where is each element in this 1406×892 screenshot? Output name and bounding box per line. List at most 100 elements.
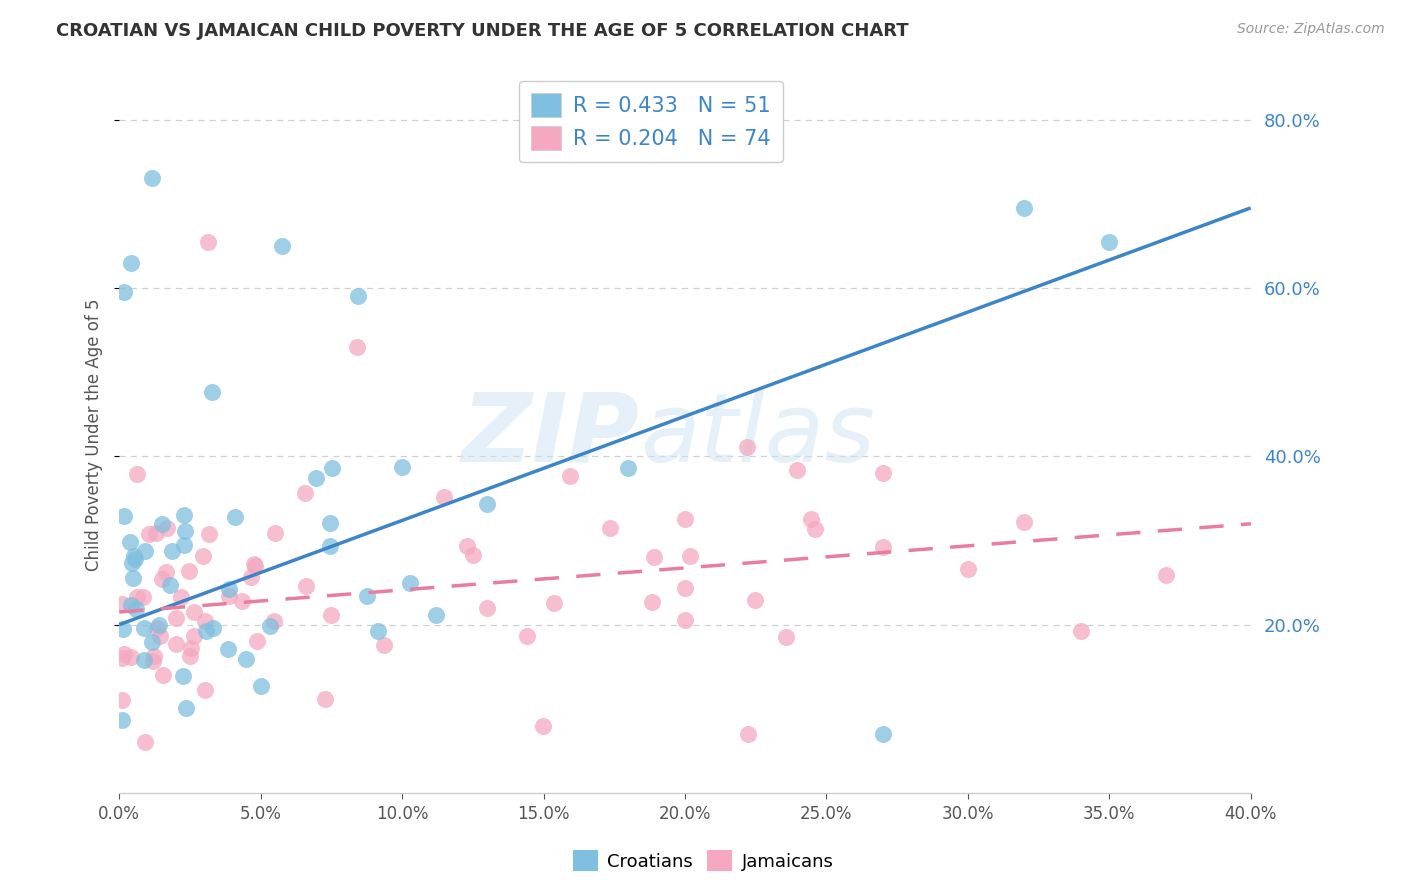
Point (737, 727, 759, 741)
Point (240, 570, 263, 584)
Point (399, 576, 422, 591)
Point (224, 510, 246, 524)
Point (125, 601, 148, 615)
Point (132, 590, 155, 604)
Point (194, 682, 217, 697)
Point (679, 549, 702, 563)
Point (318, 516, 340, 530)
Text: CROATIAN VS JAMAICAN CHILD POVERTY UNDER THE AGE OF 5 CORRELATION CHART: CROATIAN VS JAMAICAN CHILD POVERTY UNDER… (56, 22, 908, 40)
Point (259, 618, 281, 632)
Point (218, 582, 240, 596)
Point (179, 564, 201, 578)
Point (217, 641, 239, 656)
Point (346, 288, 368, 302)
Point (111, 651, 134, 665)
Point (956, 562, 979, 576)
Point (543, 596, 565, 610)
Point (132, 621, 155, 635)
Point (243, 559, 266, 574)
Legend: Croatians, Jamaicans: Croatians, Jamaicans (565, 843, 841, 879)
Point (120, 650, 142, 665)
Point (195, 624, 218, 638)
Point (356, 590, 378, 604)
Point (246, 634, 269, 648)
Point (735, 441, 758, 455)
Point (456, 539, 478, 553)
Point (160, 544, 183, 558)
Point (112, 647, 135, 661)
Point (173, 538, 195, 552)
Point (391, 460, 413, 475)
Point (159, 577, 181, 591)
Point (197, 235, 219, 249)
Point (346, 340, 368, 354)
Point (218, 589, 240, 603)
Point (198, 527, 221, 541)
Point (872, 467, 894, 481)
Point (1070, 624, 1092, 639)
Point (243, 558, 266, 572)
Point (148, 617, 170, 632)
Point (120, 255, 142, 269)
Point (599, 521, 621, 535)
Point (141, 171, 163, 186)
Point (132, 653, 155, 667)
Point (155, 565, 177, 579)
Point (183, 606, 205, 620)
Point (1098, 235, 1121, 249)
Text: Source: ZipAtlas.com: Source: ZipAtlas.com (1237, 22, 1385, 37)
Point (673, 613, 696, 627)
Point (111, 693, 134, 707)
Point (165, 611, 187, 625)
Point (531, 718, 554, 732)
Point (744, 592, 766, 607)
Point (775, 630, 797, 644)
Point (617, 460, 640, 475)
Point (150, 573, 173, 587)
Point (373, 638, 395, 652)
Y-axis label: Child Poverty Under the Age of 5: Child Poverty Under the Age of 5 (86, 299, 103, 572)
Point (143, 648, 166, 663)
Point (673, 512, 696, 526)
Point (231, 594, 253, 608)
Point (1154, 568, 1177, 582)
Point (172, 668, 194, 682)
Point (111, 713, 134, 727)
Point (149, 629, 172, 643)
Point (170, 590, 193, 604)
Point (146, 621, 169, 635)
Point (124, 552, 146, 566)
Point (235, 652, 257, 666)
Point (516, 629, 538, 643)
Point (118, 535, 141, 549)
Point (872, 727, 894, 741)
Point (270, 239, 292, 253)
Point (321, 461, 343, 475)
Point (1014, 202, 1036, 216)
Point (141, 635, 163, 649)
Point (145, 525, 167, 540)
Point (305, 470, 328, 484)
Point (111, 622, 134, 636)
Point (120, 598, 142, 612)
Point (193, 549, 215, 563)
Point (264, 526, 287, 541)
Legend: R = 0.433   N = 51, R = 0.204   N = 74: R = 0.433 N = 51, R = 0.204 N = 74 (519, 80, 783, 162)
Point (156, 521, 179, 535)
Point (321, 608, 343, 623)
Point (134, 735, 156, 749)
Point (295, 579, 318, 593)
Point (111, 598, 134, 612)
Point (180, 641, 202, 656)
Point (294, 485, 316, 500)
Point (432, 490, 454, 504)
Point (201, 384, 224, 399)
Point (201, 621, 224, 635)
Point (640, 595, 662, 609)
Point (127, 467, 149, 482)
Point (122, 549, 145, 563)
Point (1014, 516, 1036, 530)
Point (319, 539, 342, 553)
Point (142, 654, 165, 668)
Point (475, 600, 498, 615)
